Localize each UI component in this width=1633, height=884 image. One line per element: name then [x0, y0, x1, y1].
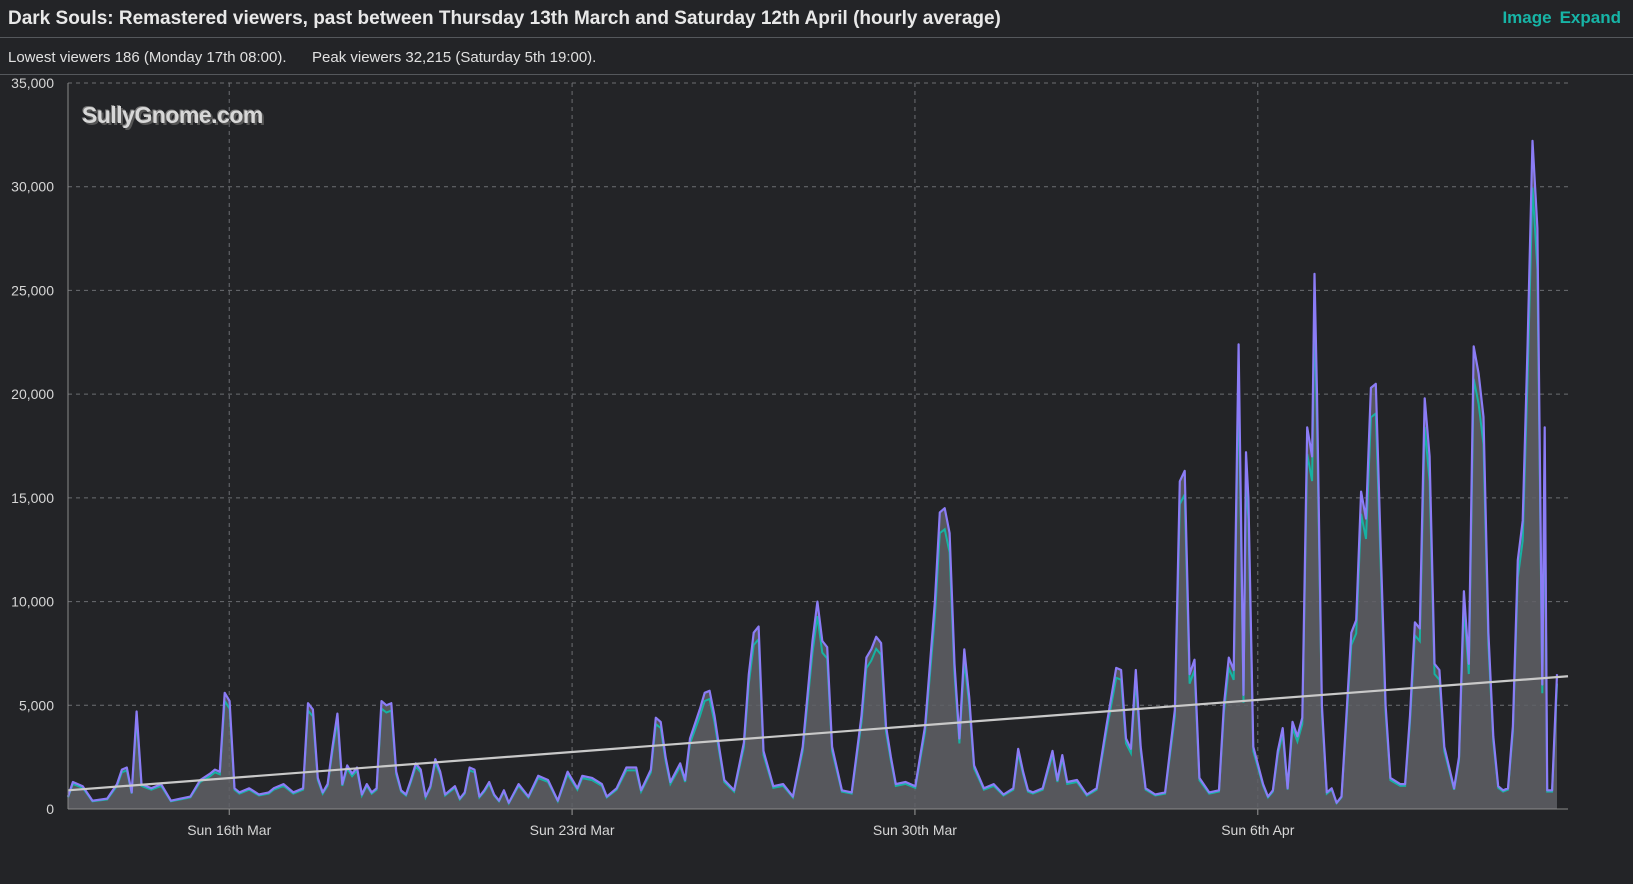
- x-tick-label: Sun 16th Mar: [187, 822, 271, 838]
- stats-bar: Lowest viewers 186 (Monday 17th 08:00). …: [0, 39, 1633, 75]
- viewers-area: [68, 140, 1557, 810]
- header-actions: Image Expand: [1494, 8, 1621, 28]
- image-link[interactable]: Image: [1502, 8, 1552, 27]
- sullygnome-watermark: SullyGnome.com: [82, 102, 263, 128]
- y-tick-label: 35,000: [11, 76, 54, 91]
- x-tick-label: Sun 30th Mar: [873, 822, 957, 838]
- lowest-viewers-text: Lowest viewers 186 (Monday 17th 08:00).: [8, 49, 287, 66]
- y-tick-label: 0: [46, 801, 54, 817]
- chart-title: Dark Souls: Remastered viewers, past bet…: [8, 8, 1001, 29]
- y-tick-label: 25,000: [11, 282, 54, 298]
- y-tick-label: 5,000: [19, 697, 54, 713]
- viewers-chart: 0 5,000 10,000 15,000 20,000 25,000 30,000 35,0…: [11, 76, 1569, 838]
- trend-line: [67, 675, 1569, 792]
- y-tick-label: 30,000: [11, 179, 54, 195]
- chart-header: Dark Souls: Remastered viewers, past bet…: [0, 0, 1633, 38]
- y-tick-label: 10,000: [11, 594, 54, 610]
- channels-line: [67, 187, 1558, 806]
- y-tick-label: 20,000: [11, 386, 54, 402]
- expand-link[interactable]: Expand: [1559, 8, 1621, 27]
- peak-viewers-text: Peak viewers 32,215 (Saturday 5th 19:00)…: [312, 49, 597, 66]
- y-tick-label: 15,000: [11, 490, 54, 506]
- viewers-line: [66, 139, 1559, 804]
- x-tick-label: Sun 6th Apr: [1221, 822, 1295, 838]
- x-tick-label: Sun 23rd Mar: [530, 822, 615, 838]
